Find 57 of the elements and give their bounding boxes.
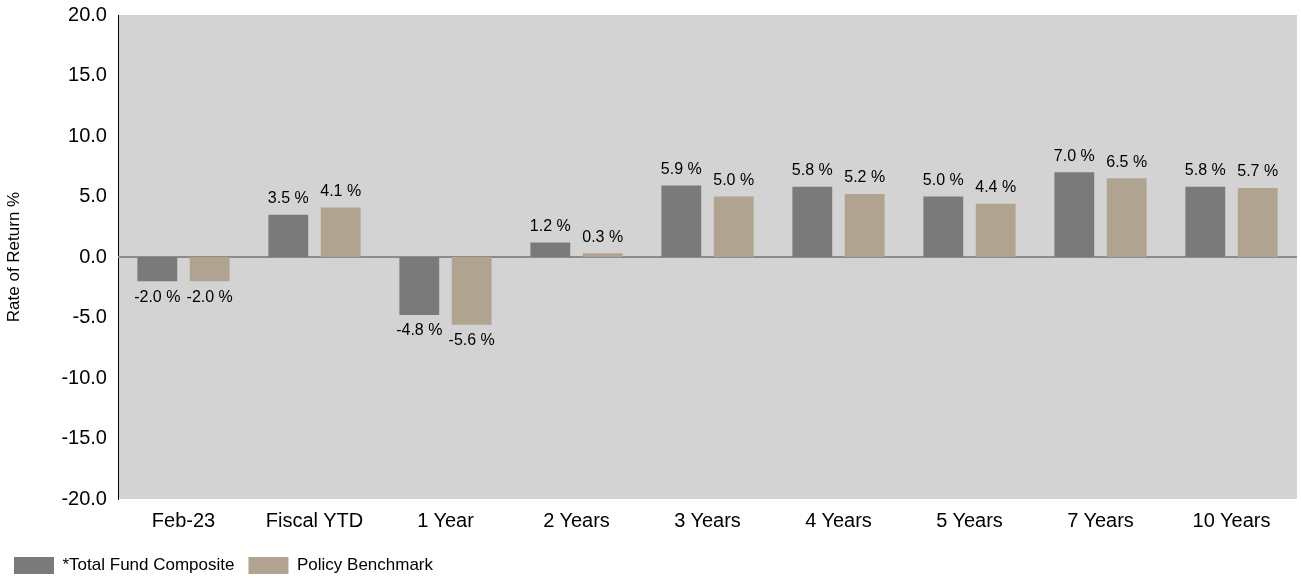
- y-tick-label: 5.0: [79, 184, 107, 207]
- data-label: 4.1 %: [320, 181, 362, 199]
- bar: [792, 186, 833, 257]
- y-tick-label: 10.0: [68, 123, 107, 146]
- y-tick-label: 15.0: [68, 63, 107, 86]
- y-tick-label: -10.0: [61, 365, 107, 388]
- data-label: -2.0 %: [186, 287, 233, 305]
- x-tick-label: Feb-23: [151, 508, 216, 531]
- bar: [137, 257, 178, 282]
- x-tick-label: 5 Years: [936, 508, 1003, 531]
- data-label: 5.0 %: [922, 170, 964, 188]
- data-label: 5.2 %: [844, 168, 886, 186]
- legend-label: *Total Fund Composite: [62, 555, 235, 575]
- data-label: 5.8 %: [791, 161, 833, 179]
- bar: [189, 257, 230, 282]
- bar: [530, 242, 571, 257]
- data-label: -2.0 %: [134, 287, 181, 305]
- x-tick-label: 4 Years: [805, 508, 872, 531]
- data-label: 5.8 %: [1184, 161, 1226, 179]
- data-label: 4.4 %: [975, 178, 1017, 196]
- x-tick-label: 7 Years: [1067, 508, 1134, 531]
- x-tick-label: 1 Year: [417, 508, 475, 531]
- data-label: 5.9 %: [660, 160, 702, 178]
- data-label: 7.0 %: [1053, 146, 1095, 164]
- bar: [713, 196, 754, 257]
- data-label: 6.5 %: [1106, 152, 1148, 170]
- y-tick-label: 0.0: [79, 244, 107, 267]
- bar: [923, 196, 964, 257]
- y-tick-label: 20.0: [68, 2, 107, 25]
- y-tick-label: -15.0: [61, 426, 107, 449]
- data-label: 0.3 %: [582, 227, 624, 245]
- data-label: 3.5 %: [267, 189, 309, 207]
- bar: [661, 185, 702, 257]
- bar: [582, 253, 623, 257]
- bar: [399, 257, 440, 316]
- data-label: 5.0 %: [713, 170, 755, 188]
- data-label: -4.8 %: [396, 321, 443, 339]
- bar: [268, 214, 309, 257]
- bar: [1237, 188, 1278, 257]
- data-label: 1.2 %: [529, 216, 571, 234]
- y-axis-title: Rate of Return %: [3, 191, 23, 323]
- legend-label: Policy Benchmark: [296, 555, 434, 575]
- y-tick-label: -5.0: [72, 305, 107, 328]
- x-tick-label: 10 Years: [1192, 508, 1271, 531]
- x-tick-label: 2 Years: [543, 508, 610, 531]
- bar: [1185, 186, 1226, 257]
- y-tick-label: -20.0: [61, 486, 107, 509]
- bar: [975, 203, 1016, 257]
- data-label: 5.7 %: [1237, 162, 1279, 180]
- bar: [320, 207, 361, 257]
- bar: [844, 194, 885, 257]
- data-label: -5.6 %: [448, 331, 495, 349]
- bar: [1106, 178, 1147, 257]
- x-tick-label: 3 Years: [674, 508, 741, 531]
- x-tick-label: Fiscal YTD: [265, 508, 364, 531]
- bar: [1054, 172, 1095, 257]
- bar: [451, 257, 492, 325]
